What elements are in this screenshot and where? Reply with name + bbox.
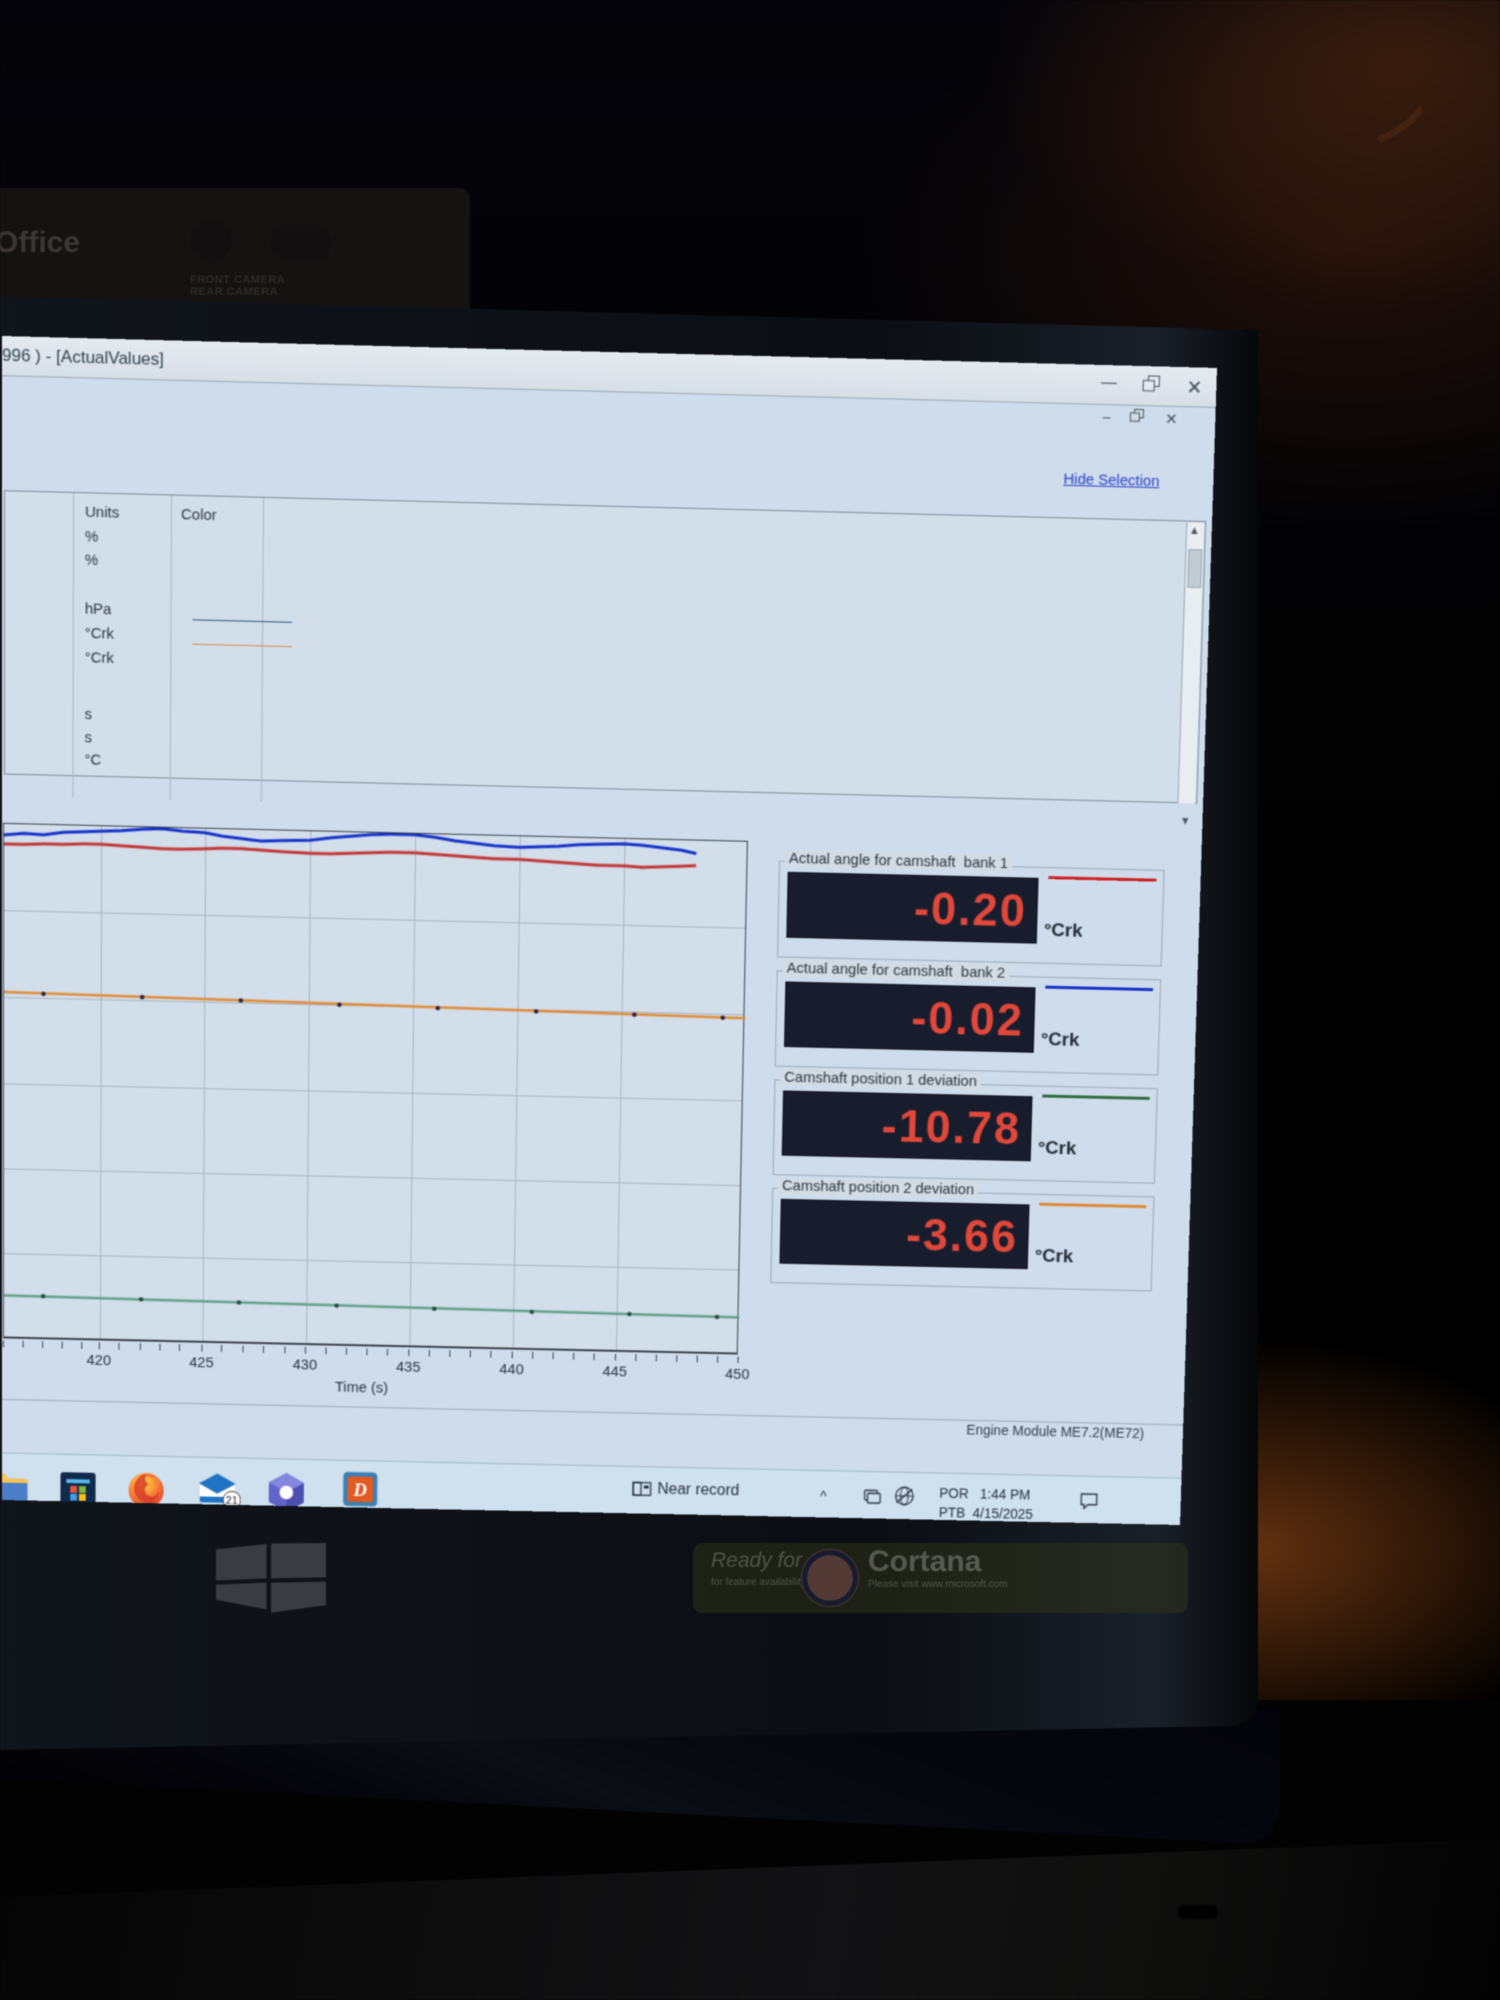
svg-text:D: D bbox=[352, 1480, 367, 1501]
